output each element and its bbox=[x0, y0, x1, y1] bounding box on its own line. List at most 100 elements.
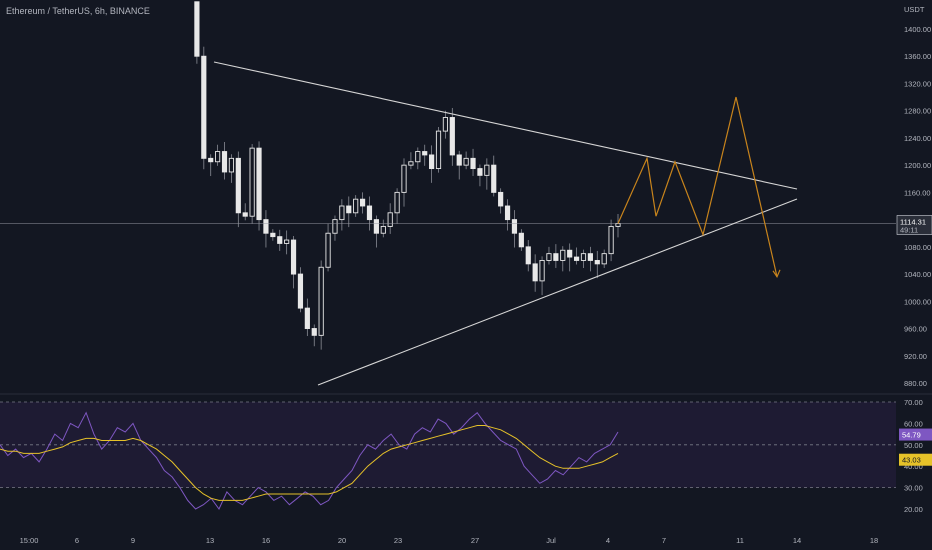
candle-body bbox=[387, 212, 393, 227]
candle-body bbox=[532, 263, 538, 282]
candle-body bbox=[408, 161, 414, 166]
candle-body bbox=[518, 232, 524, 248]
candle-body bbox=[249, 147, 255, 217]
candle-body bbox=[215, 151, 221, 163]
support-trendline bbox=[317, 198, 798, 386]
candle-body bbox=[504, 205, 511, 221]
time-axis-tick: 11 bbox=[736, 536, 744, 545]
time-axis-tick: 7 bbox=[662, 536, 666, 545]
rsi-axis-tick: 20.00 bbox=[904, 505, 923, 514]
time-axis-tick: 13 bbox=[206, 536, 214, 545]
candle-body bbox=[415, 151, 421, 163]
candle-body bbox=[332, 219, 338, 234]
candle-body bbox=[201, 55, 207, 159]
time-axis-tick: 4 bbox=[606, 536, 610, 545]
price-axis-tick: 1360.00 bbox=[904, 52, 931, 61]
rsi-ma-value-tag bbox=[899, 453, 932, 466]
price-axis-tick: 1080.00 bbox=[904, 243, 931, 252]
time-axis-tick: 9 bbox=[131, 536, 135, 545]
candle-body bbox=[470, 157, 476, 170]
price-axis-tick: 1000.00 bbox=[904, 297, 931, 306]
candle-body bbox=[242, 212, 248, 217]
time-axis-tick: 15:00 bbox=[20, 536, 39, 545]
rsi-ma-line bbox=[0, 425, 619, 501]
time-axis-tick: 6 bbox=[75, 536, 79, 545]
resistance-trendline bbox=[213, 61, 798, 190]
candle-body bbox=[546, 253, 552, 261]
candle-body bbox=[284, 239, 290, 244]
rsi-axis-tick: 70.00 bbox=[904, 398, 923, 407]
candle-body bbox=[228, 157, 235, 173]
time-axis-tick: 20 bbox=[338, 536, 346, 545]
projection-arrowhead bbox=[772, 269, 781, 279]
candle-body bbox=[208, 157, 214, 163]
candle-body bbox=[573, 256, 580, 261]
candle-body bbox=[491, 164, 497, 193]
price-axis-tick: 920.00 bbox=[904, 352, 927, 361]
candle-body bbox=[221, 151, 228, 173]
rsi-value-label: 54.79 bbox=[902, 431, 921, 440]
price-axis-tick: 1400.00 bbox=[904, 25, 931, 34]
candle-body bbox=[353, 198, 359, 214]
candle-body bbox=[373, 219, 379, 234]
countdown-label: 49:11 bbox=[900, 225, 918, 234]
time-axis-tick: Jul bbox=[546, 536, 556, 545]
candle-body bbox=[601, 253, 607, 265]
candle-body bbox=[304, 307, 310, 329]
candle-body bbox=[449, 117, 455, 156]
projection-path bbox=[617, 96, 778, 277]
candle-body bbox=[270, 232, 276, 238]
rsi-axis-tick: 60.00 bbox=[904, 419, 923, 428]
candle-body bbox=[380, 225, 386, 234]
candle-body bbox=[560, 249, 566, 261]
last-price-tag bbox=[896, 215, 932, 235]
candle-body bbox=[339, 205, 345, 221]
candle-body bbox=[318, 266, 324, 336]
candle-body bbox=[346, 205, 352, 214]
candle-body bbox=[580, 253, 587, 261]
rsi-axis-tick: 50.00 bbox=[904, 441, 923, 450]
candle-body bbox=[484, 164, 490, 176]
candle-body bbox=[366, 205, 373, 221]
candle-body bbox=[539, 260, 545, 282]
candle-body bbox=[297, 273, 304, 309]
price-axis-tick: 1240.00 bbox=[904, 134, 931, 143]
candle-body bbox=[553, 253, 559, 261]
price-axis-tick: 1200.00 bbox=[904, 161, 931, 170]
chart-title: Ethereum / TetherUS, 6h, BINANCE bbox=[6, 6, 150, 16]
rsi-ma-value-label: 43.03 bbox=[902, 456, 921, 465]
candle-body bbox=[359, 198, 366, 207]
candle-body bbox=[256, 147, 262, 221]
candle-body bbox=[311, 328, 317, 336]
rsi-axis-tick: 30.00 bbox=[904, 484, 923, 493]
price-axis-tick: 880.00 bbox=[904, 379, 927, 388]
candle-body bbox=[277, 236, 283, 244]
candle-body bbox=[429, 154, 435, 170]
rsi-axis-tick: 40.00 bbox=[904, 462, 923, 471]
candle-body bbox=[567, 249, 573, 258]
candle-body bbox=[615, 223, 621, 227]
price-axis-tick: 1160.00 bbox=[904, 188, 931, 197]
price-axis-tick: 1280.00 bbox=[904, 107, 931, 116]
candle-body bbox=[477, 168, 483, 176]
candle-body bbox=[394, 191, 400, 214]
candle-body bbox=[194, 1, 200, 57]
time-axis-tick: 18 bbox=[870, 536, 878, 545]
candle-body bbox=[456, 154, 462, 166]
candle-body bbox=[525, 246, 531, 265]
time-axis-tick: 23 bbox=[394, 536, 402, 545]
candle-body bbox=[442, 117, 449, 132]
candle-body bbox=[511, 219, 518, 234]
price-axis-tick: 1040.00 bbox=[904, 270, 931, 279]
candle-body bbox=[594, 260, 600, 265]
candle-body bbox=[235, 157, 241, 214]
time-axis-tick: 14 bbox=[793, 536, 801, 545]
last-price-label: 1114.31 bbox=[900, 217, 926, 226]
candle-body bbox=[498, 191, 504, 207]
candle-body bbox=[422, 151, 428, 156]
time-axis-tick: 27 bbox=[471, 536, 479, 545]
candle-body bbox=[325, 232, 331, 268]
candle-body bbox=[463, 157, 469, 166]
time-axis-tick: 16 bbox=[262, 536, 270, 545]
